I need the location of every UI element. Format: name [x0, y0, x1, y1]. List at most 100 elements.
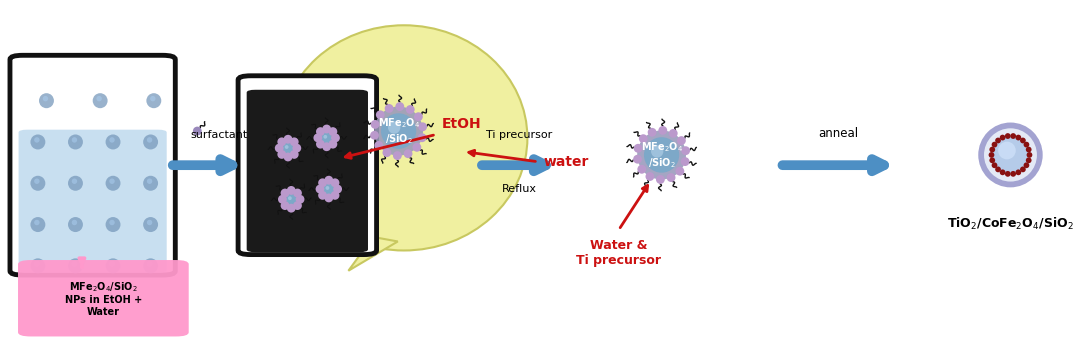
Ellipse shape — [147, 179, 152, 184]
Ellipse shape — [682, 146, 690, 155]
Ellipse shape — [322, 125, 331, 133]
Ellipse shape — [279, 139, 297, 157]
Ellipse shape — [331, 178, 340, 187]
Ellipse shape — [1011, 133, 1016, 139]
Ellipse shape — [992, 162, 998, 168]
Ellipse shape — [637, 165, 646, 174]
Ellipse shape — [97, 96, 102, 101]
Ellipse shape — [331, 191, 340, 200]
Ellipse shape — [282, 143, 293, 153]
Ellipse shape — [999, 142, 1016, 159]
Ellipse shape — [278, 137, 286, 146]
Ellipse shape — [193, 127, 201, 136]
Ellipse shape — [995, 166, 1001, 172]
Ellipse shape — [413, 143, 421, 152]
Ellipse shape — [106, 176, 121, 191]
Ellipse shape — [651, 145, 663, 158]
Ellipse shape — [1000, 135, 1005, 140]
Ellipse shape — [30, 217, 46, 232]
FancyBboxPatch shape — [19, 260, 188, 336]
Ellipse shape — [72, 179, 77, 184]
Ellipse shape — [281, 189, 290, 197]
Ellipse shape — [72, 220, 77, 225]
Ellipse shape — [320, 180, 338, 198]
Ellipse shape — [147, 220, 152, 225]
Ellipse shape — [648, 128, 657, 137]
Ellipse shape — [286, 204, 295, 213]
Text: MFe$_2$O$_4$
/SiO$_2$: MFe$_2$O$_4$ /SiO$_2$ — [640, 140, 683, 170]
Ellipse shape — [393, 151, 402, 160]
Ellipse shape — [274, 144, 283, 152]
Ellipse shape — [42, 96, 48, 101]
Ellipse shape — [329, 140, 338, 149]
Ellipse shape — [382, 148, 391, 157]
Ellipse shape — [321, 132, 332, 143]
Ellipse shape — [106, 258, 121, 273]
Text: MFe$_2$O$_4$
/SiO$_2$: MFe$_2$O$_4$ /SiO$_2$ — [378, 116, 419, 146]
Ellipse shape — [1011, 171, 1016, 177]
Ellipse shape — [109, 261, 114, 267]
Ellipse shape — [1015, 170, 1021, 175]
Text: MFe$_2$O$_4$/SiO$_2$
NPs in EtOH +
Water: MFe$_2$O$_4$/SiO$_2$ NPs in EtOH + Water — [64, 280, 142, 317]
Ellipse shape — [333, 185, 342, 193]
Ellipse shape — [984, 128, 1037, 182]
Ellipse shape — [318, 191, 327, 200]
Ellipse shape — [150, 96, 156, 101]
Ellipse shape — [1000, 170, 1005, 175]
FancyBboxPatch shape — [19, 130, 167, 273]
Ellipse shape — [325, 193, 333, 202]
Ellipse shape — [278, 150, 286, 159]
FancyBboxPatch shape — [10, 55, 175, 275]
FancyBboxPatch shape — [238, 76, 377, 255]
Ellipse shape — [329, 127, 338, 136]
Ellipse shape — [285, 194, 296, 205]
Ellipse shape — [283, 135, 293, 144]
Ellipse shape — [666, 173, 675, 182]
Ellipse shape — [282, 191, 301, 208]
Ellipse shape — [990, 147, 995, 152]
Ellipse shape — [290, 150, 298, 159]
Ellipse shape — [68, 135, 83, 150]
Text: anneal: anneal — [819, 127, 859, 140]
Ellipse shape — [414, 112, 423, 121]
Ellipse shape — [1024, 142, 1029, 148]
Ellipse shape — [326, 186, 329, 190]
Ellipse shape — [677, 136, 686, 145]
Text: Ti precursor: Ti precursor — [486, 130, 552, 140]
Text: Reflux: Reflux — [502, 184, 537, 194]
Ellipse shape — [293, 189, 302, 197]
Ellipse shape — [381, 113, 416, 149]
Ellipse shape — [281, 25, 527, 250]
Ellipse shape — [331, 133, 340, 142]
Ellipse shape — [39, 93, 54, 108]
Ellipse shape — [990, 158, 995, 163]
Ellipse shape — [376, 110, 384, 119]
Ellipse shape — [72, 137, 77, 143]
Ellipse shape — [143, 176, 158, 191]
Ellipse shape — [316, 127, 325, 136]
Ellipse shape — [322, 142, 331, 151]
Ellipse shape — [316, 185, 325, 193]
Ellipse shape — [34, 179, 39, 184]
Ellipse shape — [278, 195, 286, 204]
Ellipse shape — [143, 258, 158, 273]
Ellipse shape — [109, 137, 114, 143]
Ellipse shape — [1005, 171, 1011, 177]
Ellipse shape — [418, 133, 427, 142]
Ellipse shape — [1024, 162, 1029, 168]
Ellipse shape — [325, 176, 333, 185]
Text: water: water — [543, 155, 589, 170]
Ellipse shape — [30, 258, 46, 273]
Ellipse shape — [147, 261, 152, 267]
Ellipse shape — [72, 261, 77, 267]
FancyBboxPatch shape — [247, 90, 368, 252]
Ellipse shape — [989, 152, 994, 158]
Ellipse shape — [681, 157, 689, 166]
Ellipse shape — [646, 172, 654, 181]
Ellipse shape — [30, 176, 46, 191]
Ellipse shape — [978, 122, 1042, 187]
Text: Water &
Ti precursor: Water & Ti precursor — [576, 238, 661, 267]
Ellipse shape — [284, 145, 289, 149]
Ellipse shape — [109, 220, 114, 225]
Ellipse shape — [388, 121, 401, 134]
